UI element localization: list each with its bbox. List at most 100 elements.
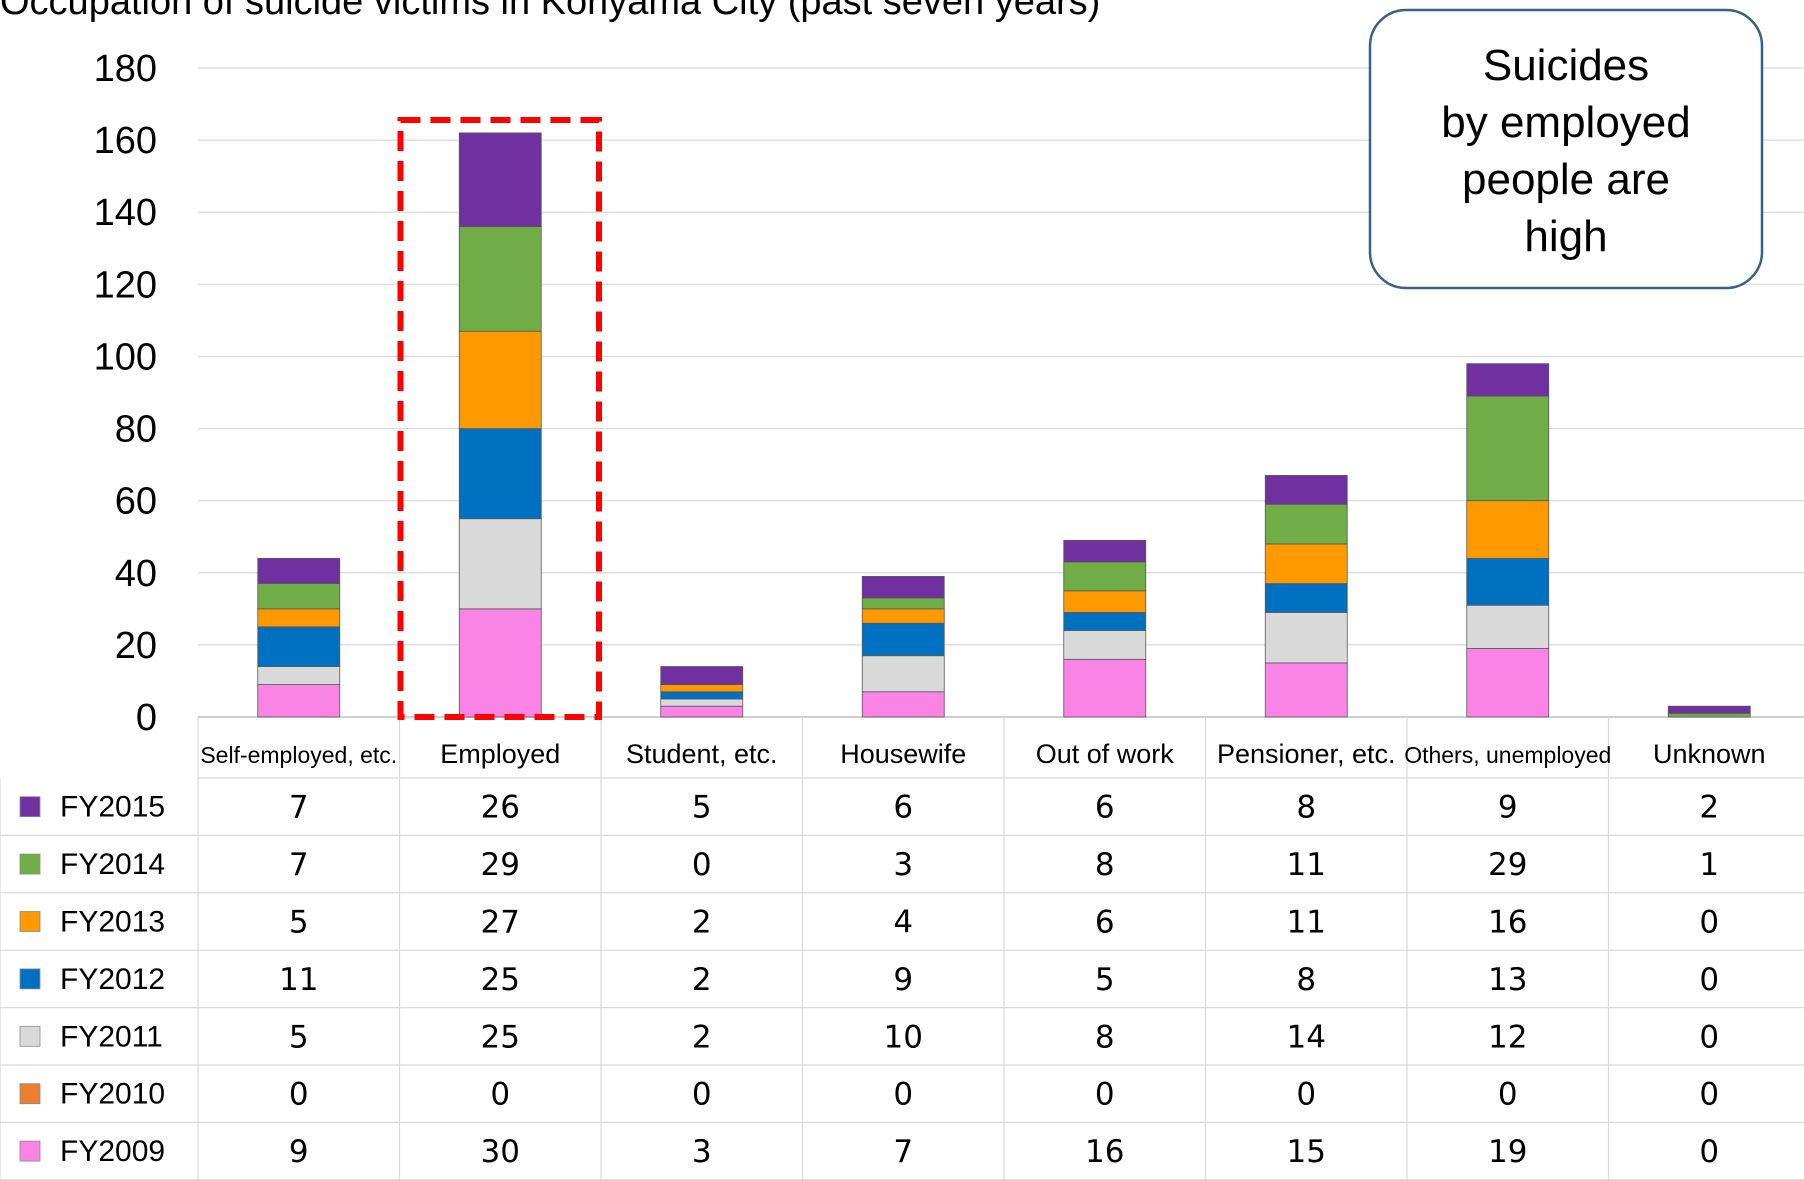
table-cell-fy2013-unknown: 0 (1699, 905, 1719, 941)
highlight-box (397, 117, 602, 720)
legend-label-fy2009: FY2009 (60, 1135, 165, 1168)
annotation-box (1368, 8, 1764, 290)
table-cell-fy2011-student-etc: 2 (692, 1019, 712, 1055)
table-cell-fy2009-pensioner-etc: 15 (1287, 1134, 1326, 1170)
table-cell-fy2015-unknown: 2 (1699, 790, 1719, 826)
table-cell-fy2014-others-unemployed: 29 (1488, 847, 1527, 883)
y-tick-label: 40 (115, 553, 157, 595)
table-cell-fy2014-student-etc: 0 (692, 847, 712, 883)
bar-segment-housewife-fy2012 (861, 622, 945, 657)
category-label-employed: Employed (440, 739, 560, 769)
category-label-unknown: Unknown (1653, 739, 1766, 769)
y-tick-label: 120 (94, 264, 157, 306)
category-label-out-of-work: Out of work (1036, 739, 1175, 769)
legend-swatch-fy2009 (19, 1140, 41, 1162)
bar-segment-others-unemployed-fy2015 (1466, 363, 1550, 397)
table-cell-fy2015-student-etc: 5 (692, 790, 712, 826)
category-label-housewife: Housewife (840, 739, 966, 769)
table-cell-fy2014-pensioner-etc: 11 (1287, 847, 1326, 883)
table-cell-fy2010-self-employed-etc: 0 (289, 1077, 309, 1113)
category-label-self-employed-etc: Self-employed, etc. (200, 742, 397, 768)
annotation-callout: Suicides by employed people are high (1368, 8, 1764, 290)
table-cell-fy2013-housewife: 4 (893, 905, 913, 941)
bar-segment-student-etc-fy2012 (660, 691, 744, 700)
bar-segment-pensioner-etc-fy2013 (1264, 543, 1348, 584)
bar-segment-pensioner-etc-fy2009 (1264, 662, 1348, 718)
table-cell-fy2010-employed: 0 (490, 1077, 510, 1113)
bar-segment-housewife-fy2015 (861, 575, 945, 599)
table-cell-fy2009-out-of-work: 16 (1085, 1134, 1124, 1170)
table-cell-fy2012-student-etc: 2 (692, 962, 712, 998)
table-cell-fy2012-pensioner-etc: 8 (1296, 962, 1316, 998)
table-cell-fy2013-self-employed-etc: 5 (289, 905, 309, 941)
table-cell-fy2011-out-of-work: 8 (1095, 1019, 1115, 1055)
bar-segment-out-of-work-fy2014 (1063, 561, 1147, 592)
bar-segment-employed-fy2011 (458, 518, 542, 610)
table-cell-fy2011-pensioner-etc: 14 (1287, 1019, 1326, 1055)
bar-segment-self-employed-etc-fy2015 (257, 557, 341, 584)
bar-segment-others-unemployed-fy2013 (1466, 500, 1550, 559)
table-cell-fy2012-out-of-work: 5 (1095, 962, 1115, 998)
bar-segment-employed-fy2013 (458, 330, 542, 429)
table-cell-fy2009-student-etc: 3 (692, 1134, 712, 1170)
y-tick-label: 160 (94, 120, 157, 162)
bar-segment-employed-fy2009 (458, 608, 542, 718)
annotation-line-2: by employed (1441, 98, 1690, 147)
bar-segment-unknown-fy2015 (1667, 705, 1751, 714)
bar-segment-self-employed-etc-fy2012 (257, 626, 341, 667)
bar-segment-out-of-work-fy2012 (1063, 612, 1147, 631)
table-cell-fy2015-pensioner-etc: 8 (1296, 790, 1316, 826)
legend-label-fy2011: FY2011 (60, 1020, 163, 1053)
table-cell-fy2013-student-etc: 2 (692, 905, 712, 941)
bar-segment-others-unemployed-fy2014 (1466, 395, 1550, 502)
legend-label-fy2015: FY2015 (60, 791, 165, 824)
legend-swatch-fy2011 (19, 1025, 41, 1047)
legend-swatch-fy2015 (19, 796, 41, 818)
bar-segment-pensioner-etc-fy2014 (1264, 503, 1348, 545)
bar-segment-student-etc-fy2015 (660, 666, 744, 685)
table-cell-fy2011-employed: 25 (481, 1019, 520, 1055)
bar-segment-others-unemployed-fy2011 (1466, 604, 1550, 649)
annotation-line-4: high (1524, 212, 1607, 261)
table-cell-fy2013-pensioner-etc: 11 (1287, 905, 1326, 941)
bars (257, 132, 1751, 718)
bar-segment-student-etc-fy2011 (660, 698, 744, 707)
table-cell-fy2012-unknown: 0 (1699, 962, 1719, 998)
table-cell-fy2009-housewife: 7 (893, 1134, 913, 1170)
annotation-line-1: Suicides (1483, 41, 1649, 90)
bar-segment-out-of-work-fy2015 (1063, 539, 1147, 563)
chart-title: Occupation of suicide victims in Koriyam… (0, 0, 1100, 23)
table-cell-fy2014-housewife: 3 (893, 847, 913, 883)
y-tick-label: 60 (115, 481, 157, 523)
bar-segment-housewife-fy2009 (861, 691, 945, 718)
table-cell-fy2014-unknown: 1 (1699, 847, 1719, 883)
table-cell-fy2010-others-unemployed: 0 (1498, 1077, 1518, 1113)
bar-segment-self-employed-etc-fy2011 (257, 666, 341, 685)
data-table: Self-employed, etc. Employed Student, etc.… (0, 717, 1804, 1180)
legend-label-fy2012: FY2012 (60, 963, 165, 996)
table-cell-fy2009-self-employed-etc: 9 (289, 1134, 309, 1170)
legend-swatch-fy2010 (19, 1083, 41, 1105)
legend-swatch-fy2014 (19, 853, 41, 875)
legend-label-fy2013: FY2013 (60, 906, 165, 939)
table-cell-fy2013-others-unemployed: 16 (1488, 905, 1527, 941)
bar-segment-employed-fy2012 (458, 428, 542, 520)
annotation-line-3: people are (1462, 155, 1670, 204)
table-cell-fy2010-out-of-work: 0 (1095, 1077, 1115, 1113)
table-cell-fy2011-self-employed-etc: 5 (289, 1019, 309, 1055)
y-tick-label: 20 (115, 625, 157, 667)
table-cell-fy2013-employed: 27 (481, 905, 520, 941)
table-cell-fy2015-others-unemployed: 9 (1498, 790, 1518, 826)
table-cell-fy2010-housewife: 0 (893, 1077, 913, 1113)
bar-segment-self-employed-etc-fy2013 (257, 608, 341, 628)
bar-segment-unknown-fy2014 (1667, 712, 1751, 718)
bar-segment-student-etc-fy2009 (660, 705, 744, 718)
y-tick-label: 0 (136, 697, 157, 739)
bar-segment-housewife-fy2013 (861, 608, 945, 624)
table-cell-fy2015-employed: 26 (481, 790, 520, 826)
table-cell-fy2012-housewife: 9 (893, 962, 913, 998)
y-tick-label: 100 (94, 336, 157, 378)
bar-segment-housewife-fy2011 (861, 655, 945, 693)
bar-segment-employed-fy2014 (458, 226, 542, 332)
